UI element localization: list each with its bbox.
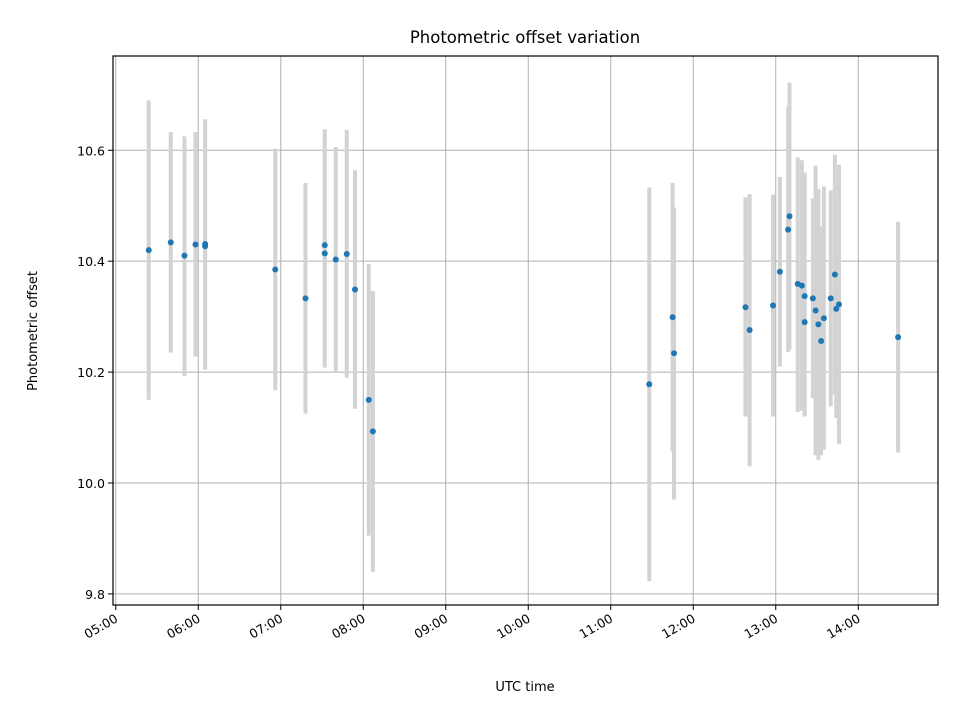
data-point [801, 319, 808, 326]
data-point [833, 305, 840, 312]
data-point [321, 250, 328, 257]
data-point [646, 381, 653, 388]
data-point [831, 271, 838, 278]
data-point [302, 295, 309, 302]
data-point [776, 268, 783, 275]
data-point [332, 256, 339, 263]
data-point [812, 307, 819, 314]
data-point [770, 302, 776, 309]
data-points [145, 213, 902, 435]
data-point [895, 334, 902, 341]
data-point [836, 301, 842, 308]
data-point [820, 315, 827, 322]
data-point [785, 226, 792, 233]
data-point [746, 326, 753, 333]
chart-title: Photometric offset variation [410, 28, 640, 47]
data-point [145, 247, 152, 254]
data-point [272, 266, 279, 273]
data-point [202, 243, 209, 250]
y-tick-label: 10.0 [77, 476, 105, 491]
data-point [167, 239, 174, 246]
y-tick-label: 10.6 [77, 143, 105, 158]
data-point [343, 250, 350, 257]
data-point [365, 396, 372, 403]
y-tick-label: 10.2 [77, 365, 105, 380]
y-tick-label: 10.4 [77, 254, 105, 269]
data-point [192, 241, 199, 248]
data-point [742, 304, 749, 311]
data-point [669, 314, 676, 321]
data-point [352, 286, 358, 293]
y-tick-label: 9.8 [85, 587, 105, 602]
data-point [801, 293, 808, 300]
plot-frame [112, 55, 939, 606]
data-point [321, 242, 328, 249]
grid [113, 56, 938, 605]
data-point [671, 350, 677, 357]
y-axis-label: Photometric offset [26, 271, 41, 391]
data-point [786, 213, 793, 220]
data-point [369, 428, 376, 435]
data-point [181, 252, 188, 259]
x-axis-label: UTC time [495, 680, 554, 695]
y-axis-ticks: 9.8 10.0 10.2 10.4 10.6 [77, 143, 113, 602]
data-point [818, 338, 825, 345]
data-point [827, 295, 834, 302]
data-point [798, 282, 805, 289]
data-point [815, 321, 822, 328]
data-point [809, 295, 816, 302]
